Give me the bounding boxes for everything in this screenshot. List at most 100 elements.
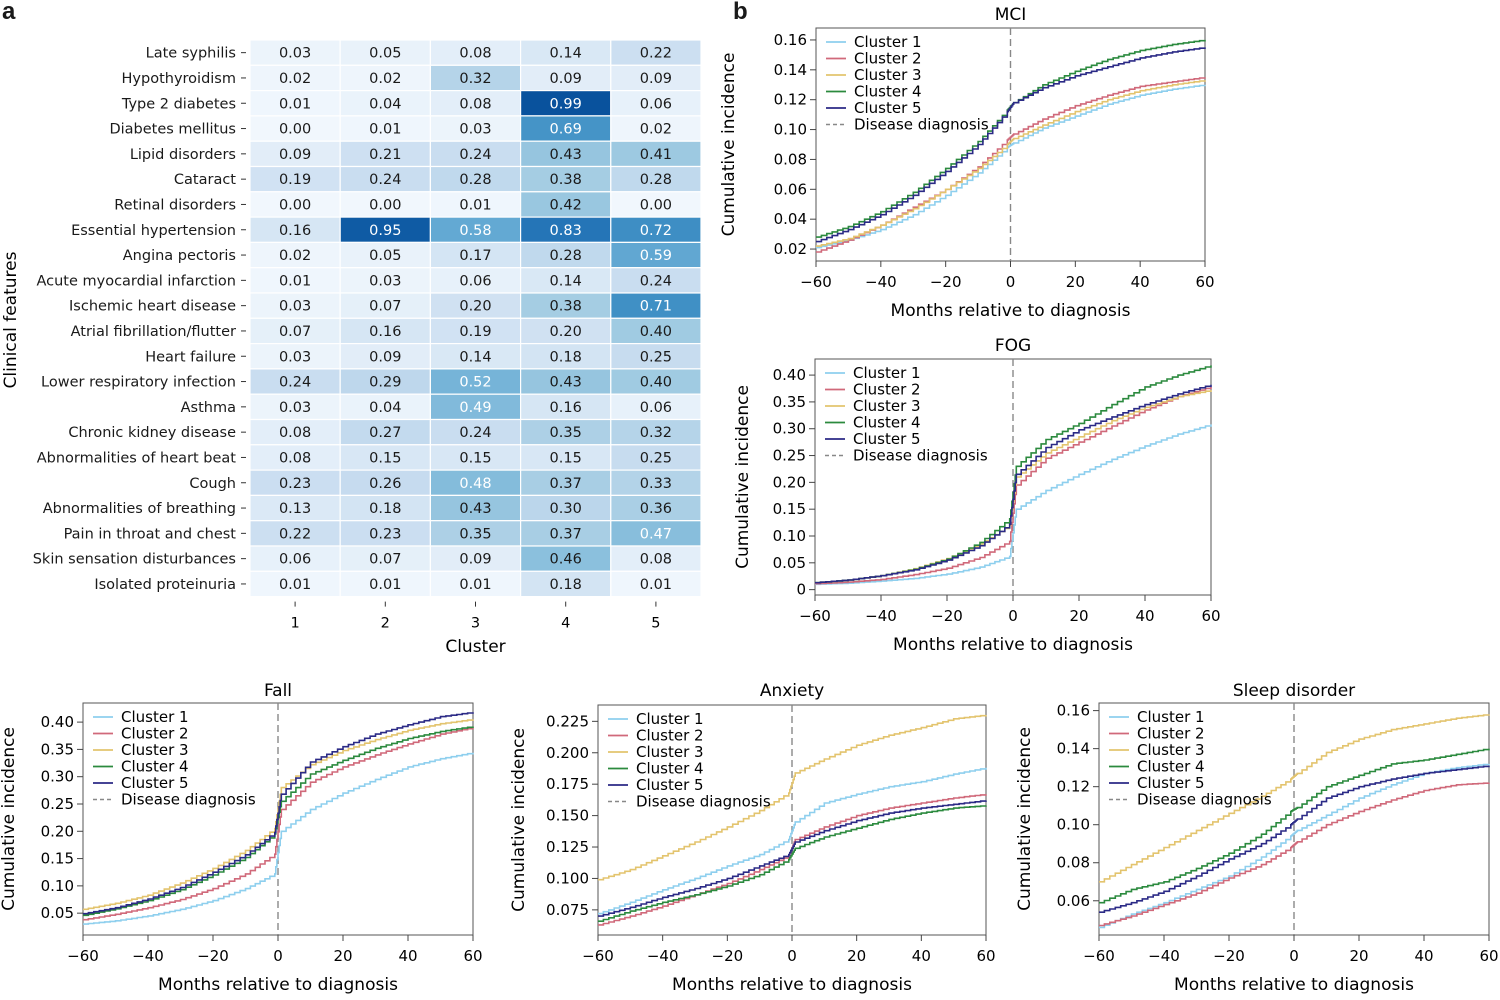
- heatmap-cell-label: 0.08: [279, 450, 311, 466]
- y-tick-label: Skin sensation disturbances: [33, 552, 236, 568]
- x-tick-label: 1: [290, 616, 299, 632]
- legend-label: Cluster 4: [636, 760, 704, 778]
- heatmap-cell-label: 0.37: [550, 476, 582, 492]
- heatmap-cell-label: 0.71: [640, 299, 672, 315]
- heatmap-cell-label: 0.24: [369, 172, 401, 188]
- x-tick-label: 3: [471, 616, 480, 632]
- y-tick-label: 0.35: [773, 393, 806, 411]
- heatmap-cell: [249, 368, 341, 395]
- chart-title: Sleep disorder: [1233, 681, 1355, 701]
- heatmap-cell: [519, 140, 612, 168]
- heatmap-cell: [339, 241, 432, 269]
- heatmap-row: 0.19 0.24 0.28 0.38 0.28: [249, 165, 702, 193]
- y-tick-label: 0.08: [1057, 854, 1090, 872]
- panel-label-b: b: [733, 0, 748, 25]
- heatmap-cell: [429, 545, 522, 572]
- heatmap-cell-label: 0.95: [369, 223, 401, 239]
- heatmap-cell-label: 0.09: [279, 147, 311, 163]
- y-tick-label: 0.35: [41, 740, 74, 758]
- heatmap-cell-label: 0.09: [459, 552, 491, 568]
- y-tick-label: Asthma: [181, 400, 236, 416]
- y-tick-label: 0.10: [1057, 816, 1090, 834]
- fall-chart: Fall −60 −40 −20 0 20 40 60 0.05 0.10 0.15 0.20 0.25…: [0, 681, 483, 995]
- heatmap-cell: [610, 216, 702, 244]
- heatmap-cell-label: 0.03: [369, 273, 401, 289]
- heatmap-cell: [429, 520, 522, 547]
- heatmap-cell: [249, 393, 341, 421]
- chart-title: Anxiety: [760, 681, 824, 701]
- heatmap-cell-label: 0.24: [279, 375, 311, 391]
- legend-label: Cluster 4: [121, 758, 189, 776]
- heatmap-cell: [610, 140, 702, 168]
- heatmap-cell: [519, 368, 612, 395]
- heatmap-cell-label: 0.99: [550, 96, 582, 112]
- heatmap-cell-label: 0.08: [279, 425, 311, 441]
- x-tick-label: 20: [1349, 947, 1368, 965]
- heatmap-cell-label: 0.46: [550, 552, 582, 568]
- heatmap-cell: [610, 165, 702, 193]
- x-tick-label: 2: [381, 616, 390, 632]
- heatmap-cell-label: 0.01: [279, 577, 311, 593]
- x-axis-label: Cluster: [445, 637, 505, 657]
- heatmap-cell: [610, 545, 702, 572]
- y-tick-label: 0.05: [41, 904, 74, 922]
- heatmap-cell-label: 0.41: [640, 147, 672, 163]
- series-line-cluster-3: [83, 719, 474, 911]
- y-tick-label: Type 2 diabetes: [121, 96, 236, 112]
- heatmap-cell-label: 0.23: [369, 526, 401, 542]
- x-tick-label: 40: [912, 947, 931, 965]
- legend-label: Cluster 4: [1137, 758, 1205, 776]
- x-tick-label: 60: [463, 947, 482, 965]
- heatmap-cell-label: 0.25: [640, 450, 672, 466]
- heatmap-cell-label: 0.69: [550, 122, 582, 138]
- heatmap-row: 0.03 0.05 0.08 0.14 0.22: [249, 39, 702, 66]
- mci-chart: MCI −60 −40 −20 0 20 40 60 0.02 0.04 0.06 0.08 0.10 0…: [720, 5, 1215, 321]
- heatmap-cell: [249, 520, 341, 547]
- heatmap-cell: [249, 343, 341, 370]
- heatmap-cell: [519, 520, 612, 547]
- y-tick-label: 0.12: [1057, 778, 1090, 796]
- heatmap-cell-label: 0.24: [459, 147, 491, 163]
- heatmap-cell-label: 0.24: [640, 273, 672, 289]
- heatmap-cell-label: 0.00: [640, 197, 672, 213]
- heatmap-cell-label: 0.32: [459, 71, 491, 87]
- heatmap-cell: [339, 545, 432, 572]
- heatmap-cell-label: 0.28: [459, 172, 491, 188]
- series-line-cluster-3: [816, 80, 1206, 247]
- x-tick-label: −40: [865, 273, 897, 291]
- y-tick-label: Retinal disorders: [114, 197, 236, 213]
- heatmap-cell: [339, 444, 432, 471]
- x-tick-label: 60: [1479, 947, 1498, 965]
- series-line-cluster-1: [815, 424, 1212, 586]
- heatmap-cell-label: 0.15: [550, 450, 582, 466]
- y-tick-label: Ischemic heart disease: [69, 299, 236, 315]
- x-tick-label: 0: [1289, 947, 1299, 965]
- heatmap-cell-label: 0.14: [459, 349, 491, 365]
- series-line-cluster-5: [816, 47, 1206, 243]
- heatmap-cell: [429, 570, 522, 598]
- y-tick-label: 0.02: [774, 240, 807, 258]
- heatmap-cell-label: 0.01: [459, 577, 491, 593]
- y-tick-label: 0.30: [41, 768, 74, 786]
- heatmap-cell: [429, 393, 522, 421]
- heatmap-cell-label: 0.22: [279, 526, 311, 542]
- heatmap-cell-label: 0.16: [279, 223, 311, 239]
- heatmap-cell: [519, 393, 612, 421]
- series-line-cluster-2: [1099, 782, 1490, 927]
- legend-label: Cluster 4: [853, 414, 921, 432]
- heatmap-cell-label: 0.15: [459, 450, 491, 466]
- heatmap-cell: [429, 39, 522, 66]
- x-tick-label: 20: [333, 947, 352, 965]
- y-tick-label: 0.08: [774, 150, 807, 168]
- heatmap-cell-label: 0.06: [279, 552, 311, 568]
- y-tick-label: Chronic kidney disease: [68, 425, 236, 441]
- x-tick-label: −20: [930, 273, 962, 291]
- x-tick-label: 40: [1414, 947, 1433, 965]
- heatmap-cell: [519, 444, 612, 471]
- y-tick-label: 0.06: [774, 180, 807, 198]
- x-tick-label: −60: [582, 947, 614, 965]
- heatmap-cell-label: 0.20: [550, 324, 582, 340]
